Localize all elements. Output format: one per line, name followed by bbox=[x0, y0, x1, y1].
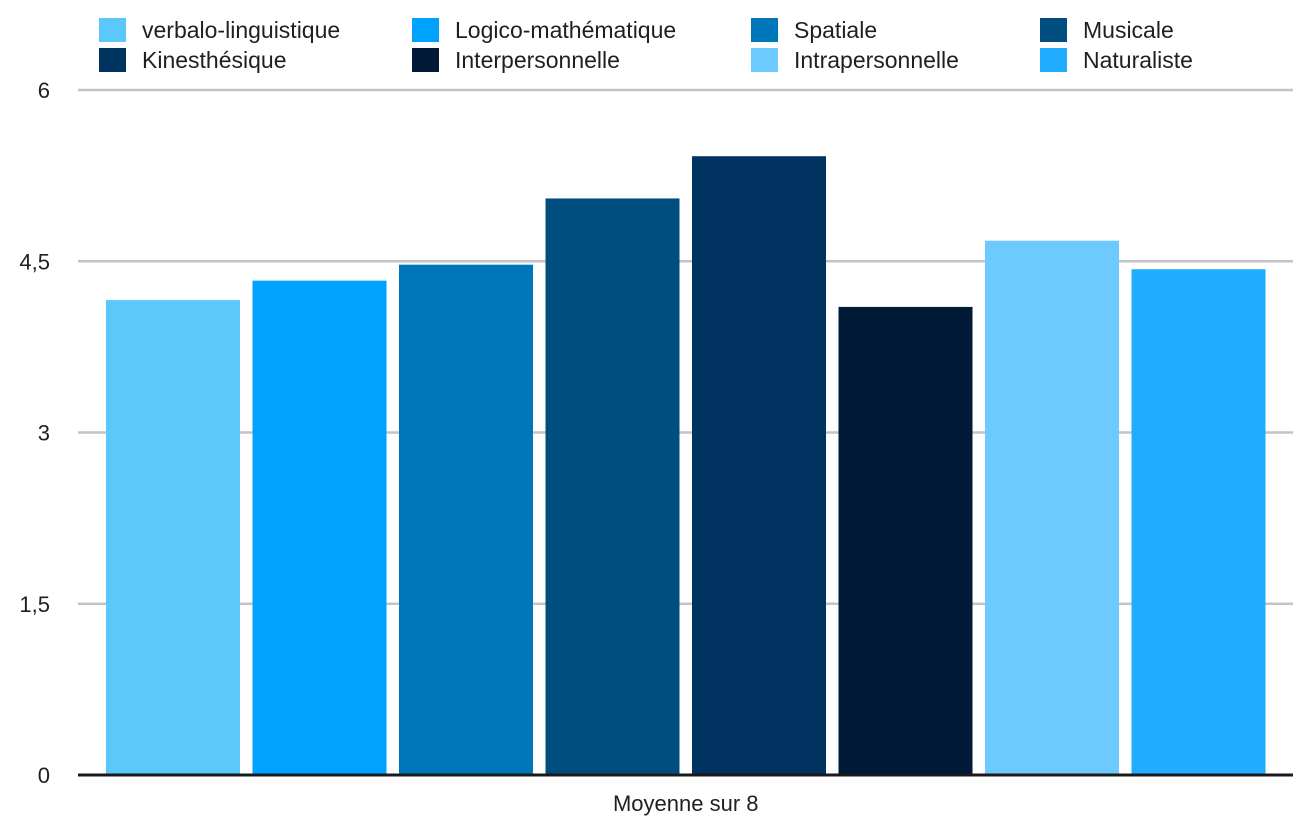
legend-item: Naturaliste bbox=[1040, 47, 1193, 73]
legend: verbalo-linguistique Logico-mathématique S… bbox=[99, 17, 1193, 73]
legend-swatch bbox=[1040, 18, 1067, 42]
legend-label: Naturaliste bbox=[1083, 47, 1193, 73]
bar-7 bbox=[985, 240, 1119, 775]
legend-item: Interpersonnelle bbox=[412, 47, 620, 73]
legend-swatch bbox=[751, 18, 778, 42]
legend-item: Spatiale bbox=[751, 17, 877, 43]
legend-swatch bbox=[412, 48, 439, 72]
legend-swatch bbox=[1040, 48, 1067, 72]
legend-label: Interpersonnelle bbox=[455, 47, 620, 73]
legend-label: Logico-mathématique bbox=[455, 17, 676, 43]
legend-item: Intrapersonnelle bbox=[751, 47, 959, 73]
x-axis-categories: Moyenne sur 8 bbox=[613, 791, 759, 816]
y-tick-label: 6 bbox=[38, 78, 50, 103]
y-tick-label: 4,5 bbox=[19, 249, 50, 274]
legend-item: Kinesthésique bbox=[99, 47, 287, 73]
y-tick-label: 3 bbox=[38, 421, 50, 446]
bars bbox=[106, 156, 1266, 776]
x-category-label: Moyenne sur 8 bbox=[613, 791, 759, 816]
bar-1 bbox=[106, 300, 240, 775]
y-tick-label: 1,5 bbox=[19, 592, 50, 617]
legend-swatch bbox=[751, 48, 778, 72]
bar-2 bbox=[252, 280, 387, 775]
bar-3 bbox=[399, 264, 533, 775]
legend-swatch bbox=[412, 18, 439, 42]
legend-label: Spatiale bbox=[794, 17, 877, 43]
legend-label: Kinesthésique bbox=[142, 47, 287, 73]
bar-8 bbox=[1131, 269, 1266, 775]
bar-5 bbox=[692, 156, 826, 775]
y-axis-ticks: 0 1,5 3 4,5 6 bbox=[19, 78, 50, 788]
legend-item: verbalo-linguistique bbox=[99, 17, 340, 43]
legend-label: verbalo-linguistique bbox=[142, 17, 340, 43]
bar-4 bbox=[545, 198, 680, 776]
legend-swatch bbox=[99, 18, 126, 42]
legend-item: Logico-mathématique bbox=[412, 17, 676, 43]
bar-6 bbox=[838, 306, 973, 775]
legend-item: Musicale bbox=[1040, 17, 1174, 43]
legend-label: Intrapersonnelle bbox=[794, 47, 959, 73]
legend-label: Musicale bbox=[1083, 17, 1174, 43]
legend-swatch bbox=[99, 48, 126, 72]
y-tick-label: 0 bbox=[38, 763, 50, 788]
